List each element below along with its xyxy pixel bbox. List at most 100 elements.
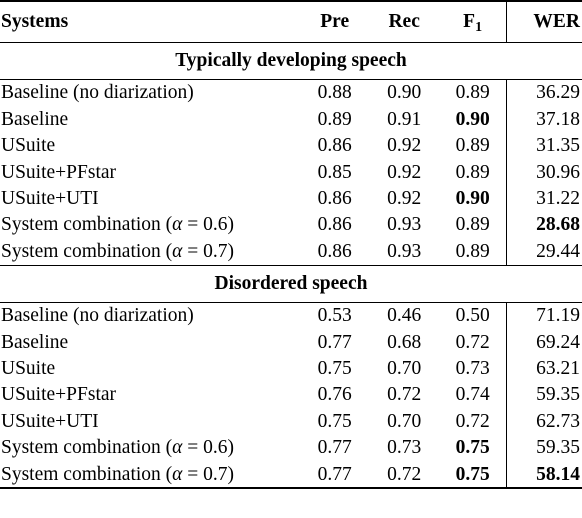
cell-f1: 0.50 [438,301,507,330]
cell-system: Baseline (no diarization) [0,301,300,330]
header-f1-main: F [463,11,476,33]
header-f1-sub: 1 [475,18,483,35]
cell-system: USuite+PFstar [0,382,300,408]
cell-pre: 0.77 [299,461,370,490]
alpha-symbol: α [172,463,183,485]
system-name: Baseline (no diarization) [1,305,194,327]
cell-rec: 0.68 [387,331,422,353]
header-wer: WER [506,0,582,43]
alpha-symbol: α [172,214,183,236]
cell-system: Baseline (no diarization) [0,79,300,107]
cell-pre: 0.86 [317,135,352,157]
section-header-row: Disordered speech [0,264,582,303]
alpha-value: 0.7 [203,463,228,485]
cell-wer: 29.44 [506,238,582,266]
cell-rec: 0.70 [387,357,422,379]
alpha-value: 0.6 [203,214,228,236]
system-name: Baseline (no diarization) [1,82,194,104]
cell-pre: 0.86 [317,240,352,262]
system-name: System combination [1,214,161,236]
cell-pre: 0.77 [317,331,352,353]
cell-f1: 0.89 [455,214,490,236]
table-row: Baseline 0.77 0.68 0.72 69.24 [0,329,582,356]
system-name: USuite+PFstar [1,161,117,183]
cell-rec: 0.91 [387,108,422,130]
cell-rec: 0.92 [387,135,422,157]
system-name: Baseline [1,108,69,130]
table-row: Baseline 0.89 0.91 0.90 37.18 [0,106,582,133]
cell-wer: 31.35 [506,132,582,160]
system-name: System combination [1,437,161,459]
system-name: USuite [1,135,56,157]
cell-system: USuite+UTI [0,408,300,434]
table-row: USuite 0.75 0.70 0.73 63.21 [0,355,582,382]
cell-rec: 0.73 [387,437,422,459]
cell-wer: 63.21 [506,355,582,382]
table-row: USuite+PFstar 0.85 0.92 0.89 30.96 [0,159,582,186]
cell-rec: 0.92 [387,188,422,209]
cell-f1: 0.73 [455,357,490,379]
cell-rec: 0.70 [387,410,422,432]
cell-pre: 0.88 [299,79,370,107]
cell-wer: 69.24 [506,329,582,356]
cell-system: USuite [0,356,300,382]
cell-system: System combination (α = 0.6) [1,214,235,236]
cell-system: USuite+PFstar [0,159,300,185]
table-row: Baseline (no diarization) 0.53 0.46 0.50 71.… [0,301,582,330]
cell-system: Baseline [0,329,300,355]
header-systems: Systems [0,0,300,43]
table-row: USuite+UTI 0.75 0.70 0.72 62.73 [0,408,582,435]
results-table: Systems Pre Rec F1 WER Typically develop… [0,0,582,490]
section-title: Disordered speech [0,264,582,303]
alpha-value: 0.6 [203,437,228,459]
cell-rec: 0.93 [387,214,422,236]
cell-wer: 36.29 [506,79,582,107]
cell-wer: 71.19 [506,301,582,330]
cell-pre: 0.89 [317,108,352,130]
cell-pre: 0.53 [299,301,370,330]
cell-wer: 62.73 [506,408,582,435]
cell-wer: 31.22 [506,185,582,212]
cell-pre: 0.77 [317,437,352,459]
system-name: USuite+UTI [1,410,99,432]
cell-rec: 0.46 [369,301,439,330]
cell-pre: 0.75 [317,410,352,432]
system-name: USuite+PFstar [1,384,117,406]
system-name: USuite [1,357,56,379]
cell-wer: 59.35 [506,434,582,462]
cell-f1: 0.72 [455,331,490,353]
cell-pre: 0.86 [317,214,352,236]
cell-system: System combination (α = 0.6) [1,437,235,459]
cell-f1: 0.89 [455,240,490,262]
alpha-symbol: α [172,240,183,262]
header-f1: F1 [438,0,507,43]
cell-system: System combination (α = 0.7) [1,240,235,262]
cell-system: USuite+UTI [0,186,300,212]
cell-f1: 0.75 [438,461,507,490]
table-row: System combination (α = 0.6) 0.86 0.93 0.89… [0,211,582,239]
cell-wer: 30.96 [506,159,582,186]
cell-rec: 0.90 [369,79,439,107]
cell-system: USuite [0,133,300,159]
cell-f1: 0.90 [455,188,490,209]
system-name: System combination [1,463,161,485]
cell-rec: 0.72 [387,384,422,406]
cell-wer: 58.14 [506,461,582,490]
system-name: System combination [1,240,161,262]
cell-pre: 0.85 [317,161,352,183]
cell-f1: 0.74 [455,384,490,406]
cell-wer: 37.18 [506,106,582,133]
alpha-value: 0.7 [203,240,228,262]
header-rec: Rec [369,0,439,43]
system-name: Baseline [1,331,69,353]
system-name: USuite+UTI [1,188,99,209]
table-row: System combination (α = 0.6) 0.77 0.73 0.75… [0,434,582,462]
table-row: System combination (α = 0.7) 0.86 0.93 0.89… [0,238,582,266]
cell-pre: 0.76 [317,384,352,406]
cell-system: System combination (α = 0.7) [0,461,300,490]
table-row: USuite+PFstar 0.76 0.72 0.74 59.35 [0,381,582,409]
cell-f1: 0.90 [455,108,490,130]
cell-f1: 0.75 [455,437,490,459]
cell-system: Baseline [0,106,300,132]
